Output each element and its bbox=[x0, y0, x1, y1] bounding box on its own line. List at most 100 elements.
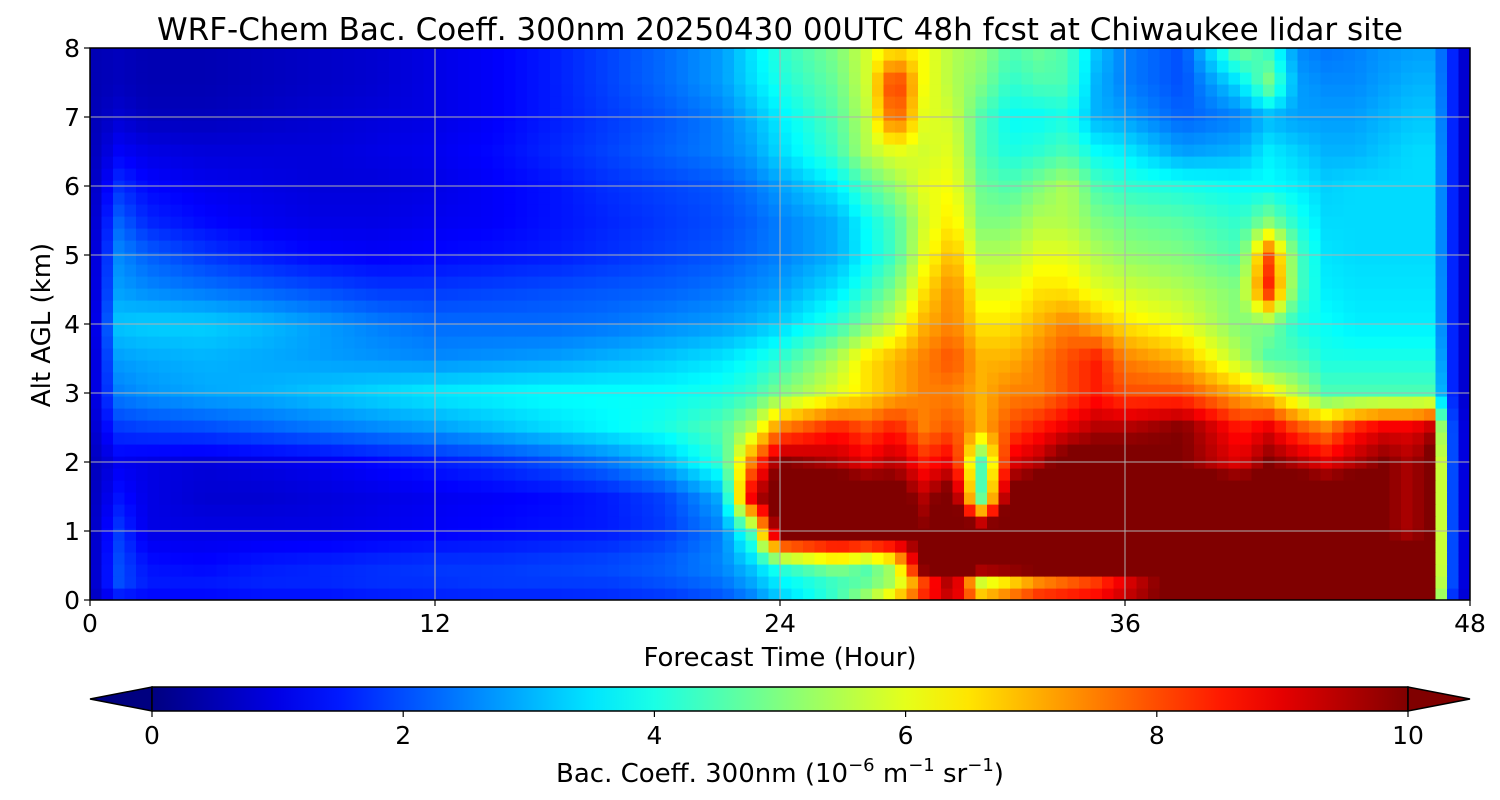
heatmap-cell bbox=[285, 216, 298, 229]
heatmap-cell bbox=[159, 516, 172, 529]
heatmap-cell bbox=[791, 480, 804, 493]
heatmap-cell bbox=[124, 528, 137, 541]
heatmap-cell bbox=[147, 204, 160, 217]
heatmap-cell bbox=[90, 264, 103, 277]
heatmap-cell bbox=[274, 132, 287, 145]
heatmap-cell bbox=[964, 144, 977, 157]
heatmap-cell bbox=[1378, 396, 1391, 409]
heatmap-cell bbox=[1435, 528, 1448, 541]
heatmap-cell bbox=[1343, 288, 1356, 301]
heatmap-cell bbox=[285, 372, 298, 385]
heatmap-cell bbox=[918, 396, 931, 409]
heatmap-cell bbox=[929, 228, 942, 241]
heatmap-cell bbox=[1401, 168, 1414, 181]
heatmap-cell bbox=[1205, 108, 1218, 121]
heatmap-cell bbox=[1297, 564, 1310, 577]
heatmap-cell bbox=[745, 216, 758, 229]
heatmap-cell bbox=[1148, 552, 1161, 565]
heatmap-cell bbox=[1079, 276, 1092, 289]
heatmap-cell bbox=[814, 288, 827, 301]
heatmap-cell bbox=[929, 384, 942, 397]
heatmap-cell bbox=[1021, 444, 1034, 457]
heatmap-cell bbox=[90, 396, 103, 409]
heatmap-cell bbox=[1067, 324, 1080, 337]
heatmap-cell bbox=[630, 192, 643, 205]
heatmap-cell bbox=[596, 96, 609, 109]
heatmap-cell bbox=[1332, 576, 1345, 589]
heatmap-cell bbox=[1194, 564, 1207, 577]
heatmap-cell bbox=[1240, 204, 1253, 217]
heatmap-cell bbox=[1194, 552, 1207, 565]
heatmap-cell bbox=[941, 384, 954, 397]
heatmap-cell bbox=[1458, 552, 1470, 565]
heatmap-cell bbox=[1079, 444, 1092, 457]
heatmap-cell bbox=[412, 420, 425, 433]
heatmap-cell bbox=[113, 132, 126, 145]
heatmap-cell bbox=[1447, 444, 1460, 457]
heatmap-cell bbox=[676, 552, 689, 565]
heatmap-cell bbox=[1090, 168, 1103, 181]
heatmap-cell bbox=[285, 492, 298, 505]
heatmap-cell bbox=[297, 144, 310, 157]
heatmap-cell bbox=[688, 408, 701, 421]
heatmap-cell bbox=[1171, 384, 1184, 397]
heatmap-cell bbox=[883, 444, 896, 457]
heatmap-cell bbox=[653, 384, 666, 397]
heatmap-cell bbox=[193, 552, 206, 565]
heatmap-cell bbox=[607, 120, 620, 133]
heatmap-cell bbox=[584, 336, 597, 349]
heatmap-cell bbox=[975, 252, 988, 265]
heatmap-cell bbox=[1033, 540, 1046, 553]
heatmap-cell bbox=[642, 528, 655, 541]
heatmap-cell bbox=[136, 132, 149, 145]
heatmap-cell bbox=[354, 588, 367, 600]
heatmap-cell bbox=[1378, 504, 1391, 517]
heatmap-cell bbox=[1010, 300, 1023, 313]
heatmap-cell bbox=[814, 564, 827, 577]
heatmap-cell bbox=[757, 432, 770, 445]
heatmap-cell bbox=[883, 360, 896, 373]
heatmap-cell bbox=[205, 312, 218, 325]
heatmap-cell bbox=[1217, 300, 1230, 313]
heatmap-cell bbox=[1090, 540, 1103, 553]
heatmap-cell bbox=[1320, 528, 1333, 541]
heatmap-cell bbox=[136, 372, 149, 385]
heatmap-cell bbox=[630, 528, 643, 541]
heatmap-cell bbox=[1125, 168, 1138, 181]
heatmap-cell bbox=[619, 120, 632, 133]
heatmap-cell bbox=[561, 492, 574, 505]
heatmap-cell bbox=[768, 336, 781, 349]
heatmap-cell bbox=[895, 216, 908, 229]
heatmap-cell bbox=[550, 216, 563, 229]
heatmap-cell bbox=[1309, 588, 1322, 600]
heatmap-cell bbox=[1159, 384, 1172, 397]
heatmap-cell bbox=[366, 348, 379, 361]
heatmap-cell bbox=[308, 492, 321, 505]
heatmap-cell bbox=[1274, 348, 1287, 361]
heatmap-cell bbox=[377, 408, 390, 421]
heatmap-cell bbox=[412, 360, 425, 373]
heatmap-cell bbox=[1412, 192, 1425, 205]
heatmap-cell bbox=[1401, 420, 1414, 433]
heatmap-cell bbox=[791, 240, 804, 253]
heatmap-cell bbox=[1228, 504, 1241, 517]
heatmap-cell bbox=[331, 264, 344, 277]
heatmap-cell bbox=[1125, 516, 1138, 529]
heatmap-cell bbox=[423, 288, 436, 301]
heatmap-cell bbox=[1182, 408, 1195, 421]
heatmap-cell bbox=[561, 132, 574, 145]
heatmap-cell bbox=[1044, 444, 1057, 457]
heatmap-cell bbox=[688, 336, 701, 349]
heatmap-cell bbox=[688, 156, 701, 169]
heatmap-cell bbox=[1217, 552, 1230, 565]
heatmap-cell bbox=[193, 156, 206, 169]
heatmap-cell bbox=[1355, 492, 1368, 505]
heatmap-cell bbox=[1435, 168, 1448, 181]
heatmap-cell bbox=[308, 252, 321, 265]
heatmap-cell bbox=[182, 480, 195, 493]
heatmap-cell bbox=[642, 300, 655, 313]
heatmap-cell bbox=[113, 216, 126, 229]
heatmap-cell bbox=[1309, 168, 1322, 181]
heatmap-cell bbox=[1033, 504, 1046, 517]
heatmap-cell bbox=[366, 144, 379, 157]
